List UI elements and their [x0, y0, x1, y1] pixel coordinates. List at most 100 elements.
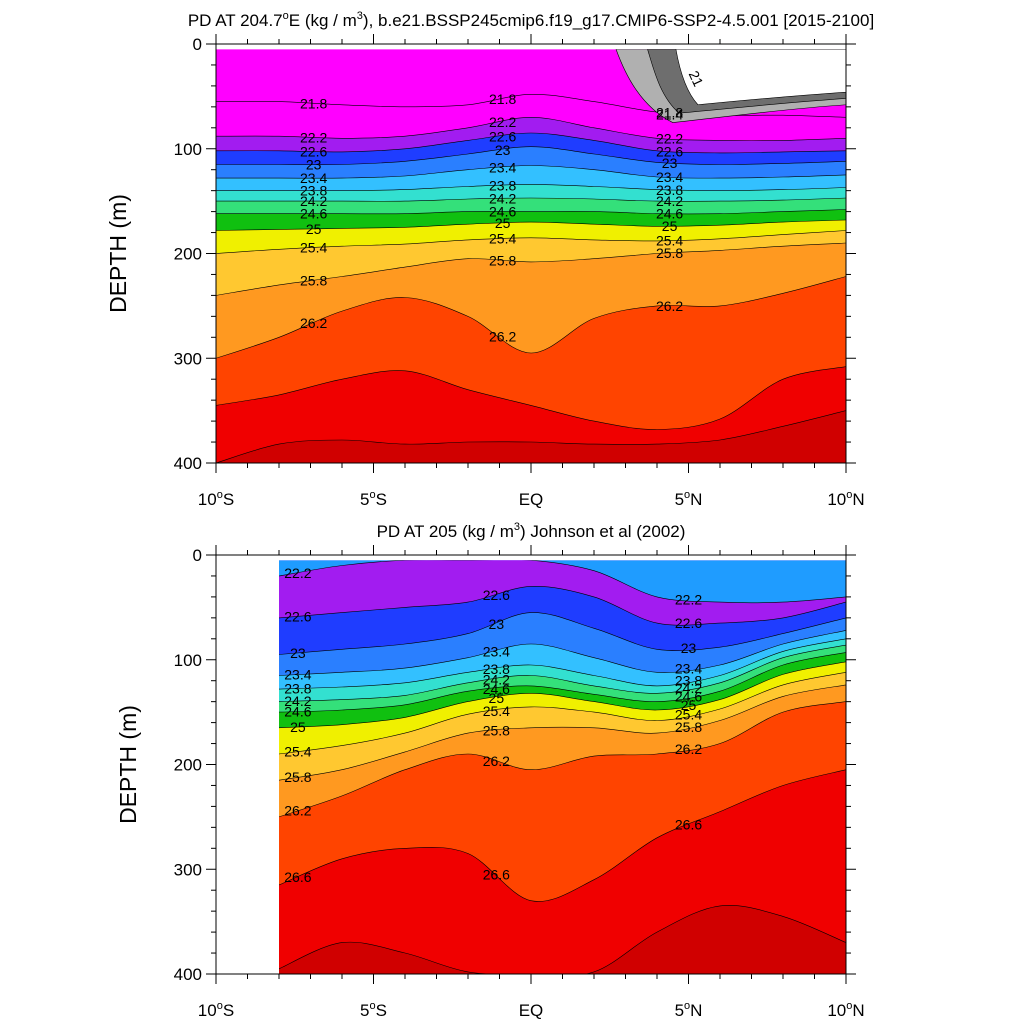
- contour-band-27: [216, 410, 846, 464]
- contour-label: 25.4: [284, 744, 311, 760]
- x-tick-label: 5oS: [360, 1000, 387, 1020]
- x-tick-label: 5oN: [675, 489, 703, 509]
- contour-label: 25.8: [284, 769, 311, 785]
- contour-label: 24.6: [675, 688, 702, 704]
- contour-label: 24.2: [483, 671, 510, 687]
- contour-line-23.4: [279, 630, 846, 676]
- x-tick-label: EQ: [519, 1001, 544, 1020]
- contour-label: 22.2: [489, 114, 516, 130]
- contour-label: 24.6: [656, 206, 683, 222]
- contour-label: 23.4: [675, 661, 702, 677]
- contour-line-24.2: [279, 644, 846, 702]
- contour-line-22.2: [216, 116, 846, 141]
- contour-label: 23: [495, 142, 511, 158]
- contour-label: 22.6: [300, 143, 327, 159]
- contour-label: 26.2: [483, 753, 510, 769]
- axis-ticks: 0 100 200 300 400 10oS 5oS EQ 5oN 10oN: [174, 34, 865, 509]
- contour-label: 25: [495, 215, 511, 231]
- contour-label: 24.2: [675, 680, 702, 696]
- contour-label: 23.8: [300, 183, 327, 199]
- contour-label: 24.2: [300, 193, 327, 209]
- y-tick-label: 100: [174, 140, 202, 159]
- contour-label: 22.2: [300, 129, 327, 145]
- contour-label: 23.8: [656, 182, 683, 198]
- contour-label: 25.8: [656, 245, 683, 261]
- contour-label: 23.4: [284, 667, 311, 683]
- contour-label: 25.8: [675, 719, 702, 735]
- contour-label: 25.8: [483, 723, 510, 739]
- contour-line-25.8: [216, 242, 846, 296]
- contour-line-26.2: [216, 276, 846, 359]
- contour-label: 22.6: [284, 608, 311, 624]
- contour-line-26.6: [279, 769, 846, 902]
- y-tick-label: 300: [174, 860, 202, 879]
- contour-label: 26.6: [483, 867, 510, 883]
- contour-line-22.6: [216, 132, 846, 154]
- contour-label: 21.8: [489, 91, 516, 107]
- contour-line-25: [279, 661, 846, 729]
- contour-label: 25: [681, 697, 697, 713]
- contour-line-22.2: [279, 560, 846, 604]
- contour-label: 22.6: [675, 615, 702, 631]
- y-tick-label: 100: [174, 651, 202, 670]
- contour-label: 23: [681, 640, 697, 656]
- contour-line-24.2: [216, 197, 846, 202]
- contour-label: 26.2: [656, 298, 683, 314]
- chart-title: PD AT 205 (kg / m3) Johnson et al (2002): [377, 521, 686, 541]
- x-tick-label: 10oN: [827, 1000, 864, 1020]
- contour-label: 22.6: [656, 143, 683, 159]
- x-tick-label: 5oN: [675, 1000, 703, 1020]
- contour-line-27: [216, 410, 846, 464]
- contour-label: 26.2: [489, 329, 516, 345]
- contour-line-25.4: [279, 672, 846, 755]
- contour-label: 23.8: [483, 661, 510, 677]
- contour-label: 22.6: [483, 587, 510, 603]
- contour-label: 22.2: [284, 565, 311, 581]
- contour-label: 23.4: [656, 169, 683, 185]
- contour-label: 26.2: [675, 741, 702, 757]
- x-tick-label: 10oS: [198, 1000, 234, 1020]
- contour-label: 25: [306, 221, 322, 237]
- contour-label: 22.2: [675, 592, 702, 608]
- y-tick-label: 0: [193, 35, 202, 54]
- x-tick-label: 10oN: [827, 489, 864, 509]
- contour-fills: [279, 560, 846, 974]
- y-axis-label: DEPTH (m): [105, 194, 131, 313]
- contour-label: 21.8: [656, 105, 683, 121]
- contour-line-24.6: [216, 209, 846, 215]
- contour-label: 21.4: [656, 106, 683, 122]
- contour-label: 23: [290, 645, 306, 661]
- contour-line-27: [279, 905, 846, 974]
- contour-label: 25.4: [300, 240, 327, 256]
- contour-line-24.6: [279, 652, 846, 713]
- contour-band-27: [279, 905, 846, 974]
- panel-top: 21.8 21.821.822.222.222.222.622.622.62323…: [105, 10, 874, 509]
- contour-label: 23.8: [489, 177, 516, 193]
- y-axis-label: DEPTH (m): [115, 705, 141, 824]
- contour-label: 25: [662, 218, 678, 234]
- contour-band-below-21: [675, 49, 846, 106]
- contour-label: 23: [306, 156, 322, 172]
- contour-label: 24.2: [284, 693, 311, 709]
- x-tick-label: EQ: [519, 490, 544, 509]
- contour-label: 26.2: [284, 803, 311, 819]
- contour-label: 23.4: [489, 159, 516, 175]
- contour-label: 23.4: [483, 644, 510, 660]
- contour-label: 25.8: [489, 252, 516, 268]
- y-tick-label: 0: [193, 546, 202, 565]
- contour-label: 26.6: [675, 817, 702, 833]
- contour-line-23: [279, 612, 846, 655]
- contour-fills: [216, 49, 846, 464]
- contour-line-23.4: [216, 165, 846, 179]
- contour-labels: 22.222.222.622.622.623232323.423.423.423…: [284, 565, 702, 885]
- contour-label: 23: [489, 616, 505, 632]
- contour-line-23.8: [279, 638, 846, 690]
- chart-title: PD AT 204.7oE (kg / m3), b.e21.BSSP245cm…: [188, 10, 874, 30]
- contour-line-25.8: [279, 684, 846, 781]
- contour-label: 25.8: [300, 272, 327, 288]
- contour-line-23.8: [216, 184, 846, 191]
- contour-line-25: [216, 219, 846, 231]
- contour-label: 25.4: [483, 703, 510, 719]
- contour-label: 23: [662, 155, 678, 171]
